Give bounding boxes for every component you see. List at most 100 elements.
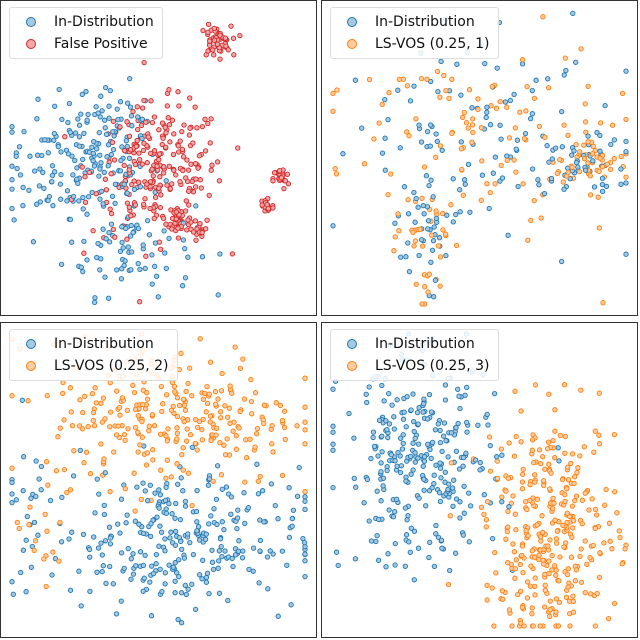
data-point-series-2 xyxy=(433,208,439,214)
data-point-series-1 xyxy=(427,122,434,128)
data-point-series-2 xyxy=(466,87,473,93)
data-point-series-2 xyxy=(187,432,194,438)
data-point-series-1 xyxy=(74,176,80,182)
data-point-series-1 xyxy=(442,382,449,388)
data-point-series-2 xyxy=(180,396,187,402)
data-point-series-1 xyxy=(567,176,573,182)
data-point-series-1 xyxy=(382,96,388,103)
data-point-series-2 xyxy=(519,543,526,549)
data-point-series-1 xyxy=(428,409,435,415)
data-point-series-1 xyxy=(456,466,463,472)
data-point-series-1 xyxy=(162,548,168,554)
data-point-series-2 xyxy=(179,451,185,458)
data-point-series-1 xyxy=(467,503,474,509)
data-point-series-1 xyxy=(465,161,472,168)
data-point-series-1 xyxy=(110,129,116,135)
data-point-series-1 xyxy=(219,553,225,560)
data-point-series-1 xyxy=(416,122,422,128)
data-point-series-1 xyxy=(397,145,403,151)
data-point-series-1 xyxy=(80,268,86,275)
data-point-series-1 xyxy=(623,149,629,155)
data-point-series-2 xyxy=(593,512,600,518)
data-point-series-1 xyxy=(623,68,629,74)
data-point-series-2 xyxy=(160,135,166,141)
data-point-series-1 xyxy=(215,565,221,571)
data-point-series-1 xyxy=(511,91,517,98)
data-point-series-1 xyxy=(411,418,417,425)
data-point-series-2 xyxy=(212,388,219,395)
data-point-series-1 xyxy=(118,157,124,164)
data-point-series-1 xyxy=(428,455,434,462)
data-point-series-2 xyxy=(520,471,526,478)
data-point-series-2 xyxy=(110,118,117,125)
data-point-series-2 xyxy=(199,437,205,443)
data-point-series-1 xyxy=(130,571,137,577)
data-point-series-2 xyxy=(43,583,49,590)
data-point-series-2 xyxy=(143,253,149,259)
data-point-series-2 xyxy=(172,389,178,395)
data-point-series-2 xyxy=(90,417,96,424)
data-point-series-1 xyxy=(137,549,144,555)
data-point-series-2 xyxy=(478,504,485,510)
data-point-series-1 xyxy=(573,159,580,166)
data-point-series-2 xyxy=(242,479,248,485)
data-point-series-1 xyxy=(392,562,398,568)
data-point-series-1 xyxy=(407,98,414,104)
data-point-series-1 xyxy=(147,482,153,488)
data-point-series-1 xyxy=(205,482,212,488)
data-point-series-1 xyxy=(70,473,77,479)
data-point-series-2 xyxy=(617,534,623,541)
data-point-series-2 xyxy=(572,578,579,584)
data-point-series-2 xyxy=(163,130,169,136)
data-point-series-1 xyxy=(219,486,225,492)
data-point-series-1 xyxy=(100,563,106,569)
data-point-series-1 xyxy=(118,276,125,282)
data-point-series-2 xyxy=(392,234,398,240)
data-point-series-1 xyxy=(107,563,113,570)
data-point-series-2 xyxy=(585,83,591,90)
data-point-series-2 xyxy=(85,423,91,430)
data-point-series-1 xyxy=(120,245,126,251)
data-point-series-2 xyxy=(574,469,580,476)
data-point-series-1 xyxy=(590,158,596,164)
data-point-series-2 xyxy=(146,428,152,434)
data-point-series-2 xyxy=(282,436,288,443)
data-point-series-1 xyxy=(9,124,15,130)
data-point-series-2 xyxy=(419,195,425,201)
data-point-series-1 xyxy=(219,519,225,525)
data-point-series-2 xyxy=(193,176,199,182)
data-point-series-2 xyxy=(557,156,563,163)
data-point-series-1 xyxy=(410,391,416,397)
data-point-series-1 xyxy=(105,295,112,301)
data-point-series-1 xyxy=(124,100,131,106)
data-point-series-2 xyxy=(45,482,51,488)
data-point-series-2 xyxy=(227,420,233,426)
data-point-series-2 xyxy=(504,560,511,566)
data-point-series-1 xyxy=(544,142,550,149)
data-point-series-2 xyxy=(107,488,113,495)
data-point-series-2 xyxy=(192,218,199,224)
data-point-series-2 xyxy=(115,423,121,429)
data-point-series-1 xyxy=(522,130,529,137)
data-point-series-1 xyxy=(412,435,418,442)
data-point-series-1 xyxy=(140,242,146,248)
data-point-series-2 xyxy=(149,412,156,418)
data-point-series-2 xyxy=(595,194,601,200)
data-point-series-2 xyxy=(197,336,203,342)
data-point-series-1 xyxy=(599,188,606,195)
data-point-series-1 xyxy=(408,471,414,477)
data-point-series-1 xyxy=(379,382,385,389)
data-point-series-2 xyxy=(166,122,173,128)
data-point-series-1 xyxy=(140,588,146,594)
data-point-series-2 xyxy=(302,404,308,410)
data-point-series-2 xyxy=(187,365,193,371)
data-point-series-2 xyxy=(475,106,481,113)
data-point-series-1 xyxy=(499,452,505,458)
data-point-series-2 xyxy=(555,623,562,629)
data-point-series-2 xyxy=(168,407,175,413)
data-point-series-1 xyxy=(194,528,200,534)
data-point-series-2 xyxy=(56,558,62,564)
legend-label: In-Distribution xyxy=(375,14,475,30)
data-point-series-2 xyxy=(520,466,526,473)
data-point-series-1 xyxy=(442,469,448,475)
